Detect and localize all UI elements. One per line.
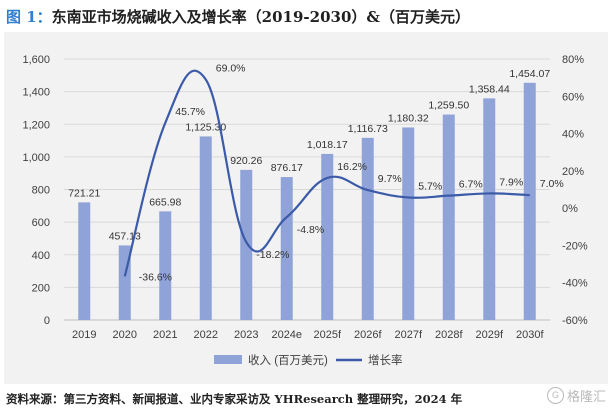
bar	[240, 169, 253, 320]
y-left-tick-label: 1,200	[22, 119, 50, 131]
growth-value-label: -18.2%	[256, 249, 289, 261]
figure-title: 图 1：东南亚市场烧碱收入及增长率（2019-2030）&（百万美元）	[6, 6, 470, 27]
growth-value-label: -36.6%	[139, 271, 172, 283]
y-left-tick-label: 1,000	[22, 152, 50, 164]
growth-value-label: 9.7%	[378, 173, 402, 185]
y-right-tick-label: -40%	[562, 278, 588, 290]
x-tick-label: 2027f	[394, 329, 422, 341]
bar-value-label: 1,125.30	[185, 121, 226, 133]
y-left-tick-label: 600	[32, 217, 50, 229]
y-right-tick-label: 20%	[562, 166, 584, 178]
legend-bar-swatch	[214, 355, 242, 364]
x-tick-label: 2026f	[354, 329, 382, 341]
y-right-tick-label: 0%	[562, 203, 578, 215]
bar	[321, 153, 334, 320]
bar-value-label: 876.17	[271, 162, 303, 174]
x-tick-label: 2020	[113, 329, 137, 341]
bar-value-label: 1,018.17	[307, 139, 348, 151]
bar-value-label: 721.21	[68, 187, 100, 199]
x-tick-label: 2025f	[313, 329, 341, 341]
figure-title-text: 东南亚市场烧碱收入及增长率（2019-2030）&（百万美元）	[51, 8, 470, 26]
x-tick-label: 2024e	[271, 329, 302, 341]
bar	[442, 114, 455, 320]
bar-value-label: 1,180.32	[388, 112, 429, 124]
legend-bar-label: 收入 (百万美元)	[248, 353, 328, 367]
y-left-tick-label: 200	[32, 282, 50, 294]
bar-value-label: 1,454.07	[509, 68, 550, 80]
bar	[199, 136, 212, 320]
growth-value-label: 7.9%	[499, 176, 523, 188]
y-right-tick-label: 40%	[562, 129, 584, 141]
y-right-tick-label: -60%	[562, 315, 588, 327]
growth-value-label: -4.8%	[297, 224, 324, 236]
x-tick-label: 2028f	[435, 329, 463, 341]
legend-line-label: 增长率	[368, 353, 403, 367]
y-left-tick-label: 800	[32, 185, 50, 197]
x-tick-label: 2030f	[516, 329, 544, 341]
y-left-tick-label: 400	[32, 250, 50, 262]
bar-value-label: 1,259.50	[428, 100, 469, 112]
bar	[483, 98, 496, 320]
watermark-text: 格隆汇	[566, 389, 606, 404]
bar	[361, 137, 374, 320]
bar-value-label: 920.26	[230, 155, 262, 167]
chart-area: 0 200 400 600 800 1,000 1,200 1,400 1,600 -60% -40…	[4, 32, 608, 384]
bar	[523, 82, 536, 320]
x-tick-label: 2029f	[475, 329, 503, 341]
growth-rate-line	[123, 69, 530, 277]
x-tick-label: 2021	[153, 329, 177, 341]
growth-value-label: 6.7%	[459, 179, 483, 191]
bar-value-label: 1,358.44	[469, 83, 510, 95]
growth-value-label: 5.7%	[418, 181, 442, 193]
y-right-tick-label: -20%	[562, 240, 588, 252]
y-left-tick-label: 1,600	[22, 54, 50, 66]
combo-chart: 0 200 400 600 800 1,000 1,200 1,400 1,600 -60% -40…	[22, 54, 588, 367]
watermark: G 格隆汇	[546, 386, 606, 405]
growth-value-label: 69.0%	[216, 63, 246, 75]
growth-value-label: 7.0%	[540, 178, 564, 190]
source-note: 资料来源：第三方资料、新闻报道、业内专家采访及 YHResearch 整理研究，…	[6, 392, 463, 406]
y-left-tick-label: 1,400	[22, 87, 50, 99]
bar	[78, 202, 91, 320]
x-tick-label: 2019	[72, 329, 96, 341]
y-right-tick-label: 80%	[562, 54, 584, 66]
logo-icon: G	[546, 387, 564, 404]
bar	[280, 177, 293, 320]
y-left-tick-label: 0	[44, 315, 50, 327]
bar-value-label: 1,116.73	[348, 123, 388, 135]
x-tick-label: 2022	[194, 329, 218, 341]
figure-number: 图 1：	[6, 8, 52, 26]
bar-value-label: 665.98	[149, 196, 181, 208]
bar	[159, 211, 172, 320]
growth-value-label: 16.2%	[337, 161, 367, 173]
y-right-tick-label: 60%	[562, 91, 584, 103]
x-tick-label: 2023	[234, 329, 258, 341]
growth-value-label: 45.7%	[175, 106, 205, 118]
bar	[402, 127, 415, 320]
